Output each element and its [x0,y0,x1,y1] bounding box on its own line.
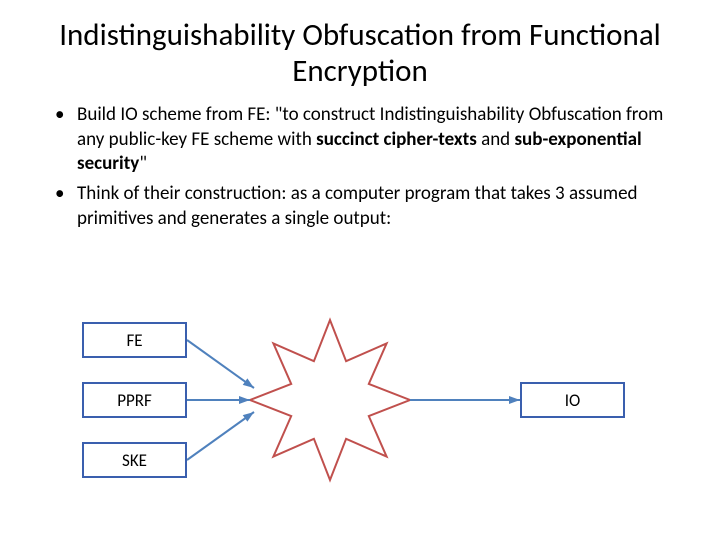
bullet-text: " [139,152,147,175]
bullet-text: and [477,128,515,151]
star-burst [250,320,410,480]
diagram: FE PPRF SKE IO [0,280,720,520]
arrow-line [187,340,254,388]
bullet-item: Think of their construction: as a comput… [55,182,665,231]
input-box-pprf: PPRF [82,382,187,418]
bullet-list: Build IO scheme from FE: "to construct I… [0,103,720,231]
arrow-line [187,412,254,460]
bullet-item: Build IO scheme from FE: "to construct I… [55,103,665,176]
input-box-fe: FE [82,322,187,358]
output-box-io: IO [520,382,625,418]
arrow-head [509,396,520,404]
arrow-head [243,412,254,422]
slide-title: Indistinguishability Obfuscation from Fu… [0,0,720,103]
bullet-text: Think of their construction: as a comput… [77,182,638,229]
bullet-bold: succinct cipher-texts [316,128,477,151]
input-box-ske: SKE [82,442,187,478]
arrow-head [239,396,250,404]
arrow-head [243,378,254,388]
